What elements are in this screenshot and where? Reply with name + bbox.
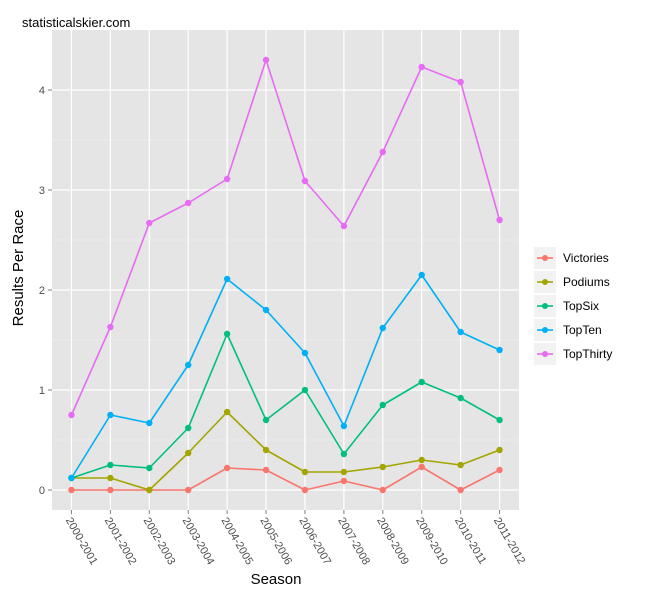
data-point-podiums [496,446,503,454]
data-point-victories [185,486,192,494]
y-tick-label: 1 [39,385,45,397]
data-point-topthirty [340,222,348,230]
data-point-podiums [340,468,348,476]
data-point-topten [107,411,114,419]
data-point-topten [223,275,231,283]
data-point-topsix [146,464,153,472]
data-point-topthirty [223,175,231,183]
legend-marker-victories [542,255,548,261]
x-tick-label: 2009-2010 [413,516,450,568]
data-point-topten [379,324,386,332]
series-lines [68,56,503,494]
x-tick-label: 2010-2011 [452,516,488,567]
x-tick-label: 2011-2012 [491,516,527,567]
series-line-topsix [71,333,500,479]
series-line-topten [70,274,500,479]
series-line-topthirty [70,59,501,416]
data-point-podiums [418,456,425,464]
x-tick-label: 2002-2003 [141,516,178,568]
legend-marker-topten [542,327,548,333]
x-tick-label: 2005-2006 [257,516,294,568]
data-point-victories [496,466,503,474]
data-point-topthirty [146,219,153,227]
x-axis: 2000-2001 2001-2002 2002-2003 2003-2004 2004… [63,510,527,567]
data-point-topsix [107,461,114,469]
data-point-topthirty [185,199,192,207]
x-tick-label: 2000-2001 [63,516,100,568]
data-point-topsix [262,416,270,424]
x-tick-label: 2006-2007 [296,516,333,568]
data-point-podiums [457,461,464,469]
data-point-podiums [379,463,386,471]
data-point-topthirty [68,411,75,419]
legend: Victories Podiums TopSix TopTen TopThirty [534,247,644,367]
data-point-victories [418,463,425,471]
x-tick-label: 2001-2002 [102,516,139,568]
data-point-topsix [185,424,192,432]
data-point-victories [107,486,114,494]
x-tick-label: 2003-2004 [180,516,217,568]
y-tick-label: 0 [39,485,45,497]
legend-label-podiums: Podiums [563,275,610,289]
data-point-topsix [301,386,309,394]
data-point-topten [68,474,75,482]
data-point-topten [262,306,270,314]
data-point-topten [457,328,464,336]
legend-label-topthirty: TopThirty [563,347,612,361]
y-axis-title: Results Per Race [10,210,27,327]
data-point-topthirty [496,216,503,224]
data-point-podiums [107,474,114,482]
data-point-topsix [379,401,386,409]
x-tick-label: 2007-2008 [335,516,372,568]
data-point-podiums [301,468,309,476]
legend-marker-topthirty [542,351,548,357]
data-point-victories [340,477,348,485]
series-line-podiums [71,411,500,491]
data-point-podiums [223,408,231,416]
data-point-topten [185,361,192,369]
data-point-topthirty [107,323,114,331]
legend-label-topsix: TopSix [563,299,599,313]
data-point-topsix [340,450,348,458]
x-axis-title: Season [251,571,302,588]
data-point-podiums [185,449,192,457]
data-point-topthirty [418,63,425,71]
data-point-topten [496,346,503,354]
legend-label-victories: Victories [563,251,609,265]
plot-panel [52,30,519,510]
legend-label-topten: TopTen [563,323,602,337]
data-point-topten [301,349,309,357]
y-tick-label: 3 [39,185,45,197]
data-point-topthirty [262,56,270,64]
series-line-victories [71,466,500,491]
data-point-victories [457,486,464,494]
data-point-topsix [496,416,503,424]
legend-marker-topsix [542,303,548,309]
data-point-topsix [418,378,425,386]
data-point-victories [68,486,75,494]
data-point-victories [301,486,309,494]
y-tick-label: 4 [39,85,45,97]
watermark: statisticalskier.com [22,15,130,30]
data-point-topten [340,422,348,430]
x-tick-label: 2008-2009 [374,516,411,568]
y-tick-label: 2 [39,285,45,297]
legend-marker-podiums [542,279,548,285]
data-point-topten [418,271,425,279]
x-tick-label: 2004-2005 [219,516,256,568]
data-point-topthirty [301,177,309,185]
data-point-victories [379,486,386,494]
y-axis: 0 1 2 3 4 [39,85,52,497]
data-point-topten [146,419,153,427]
data-point-topsix [223,330,231,338]
data-point-topthirty [379,148,386,156]
data-point-topthirty [457,78,464,86]
data-point-victories [223,464,231,472]
data-point-victories [262,466,270,474]
data-point-podiums [262,446,270,454]
data-point-topsix [457,394,464,402]
data-point-podiums [146,486,153,494]
